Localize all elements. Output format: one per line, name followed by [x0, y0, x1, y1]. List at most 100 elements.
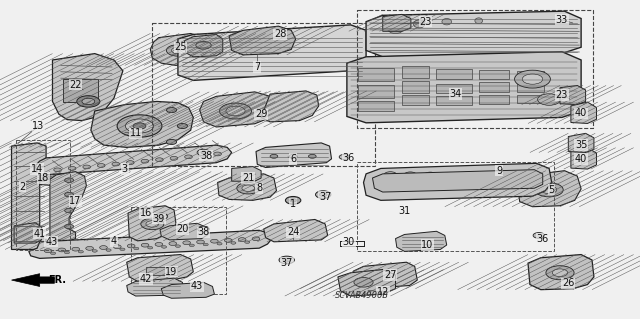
Circle shape	[484, 173, 497, 179]
Circle shape	[141, 243, 149, 247]
Text: 22: 22	[69, 79, 82, 90]
Text: 1: 1	[290, 199, 296, 209]
Text: 38: 38	[200, 151, 212, 161]
Polygon shape	[571, 102, 596, 123]
Text: 4: 4	[111, 236, 117, 246]
Circle shape	[166, 45, 189, 56]
Circle shape	[197, 149, 210, 156]
Text: 3: 3	[122, 164, 128, 174]
Text: 24: 24	[287, 227, 300, 237]
Text: 41: 41	[33, 228, 46, 239]
Circle shape	[97, 164, 105, 167]
FancyBboxPatch shape	[517, 95, 544, 103]
Ellipse shape	[413, 20, 425, 28]
Text: 18: 18	[37, 173, 50, 183]
Text: 2: 2	[19, 182, 26, 192]
Polygon shape	[184, 34, 223, 57]
Polygon shape	[14, 223, 42, 243]
Text: 28: 28	[274, 29, 287, 40]
Circle shape	[83, 165, 90, 169]
Polygon shape	[396, 231, 447, 251]
Circle shape	[112, 162, 120, 166]
Circle shape	[552, 269, 568, 277]
Polygon shape	[127, 278, 184, 296]
Text: 20: 20	[176, 224, 189, 234]
Circle shape	[166, 108, 177, 113]
Circle shape	[199, 153, 207, 157]
Text: 31: 31	[398, 205, 411, 216]
Circle shape	[405, 182, 415, 187]
FancyBboxPatch shape	[517, 71, 544, 80]
Circle shape	[155, 213, 168, 219]
Text: 42: 42	[140, 274, 152, 284]
Text: 37: 37	[319, 192, 332, 202]
Circle shape	[244, 241, 250, 243]
Text: 8: 8	[256, 183, 262, 193]
Circle shape	[106, 249, 111, 251]
Text: 35: 35	[575, 140, 588, 150]
Text: SCVAB4900B: SCVAB4900B	[335, 291, 388, 300]
Text: 26: 26	[562, 278, 575, 288]
Circle shape	[217, 242, 222, 245]
Circle shape	[522, 74, 543, 84]
Text: 14: 14	[31, 164, 44, 174]
Circle shape	[92, 250, 97, 252]
Circle shape	[78, 250, 83, 253]
Text: 11: 11	[129, 128, 142, 138]
Text: 40: 40	[575, 154, 588, 164]
Text: 6: 6	[290, 154, 296, 164]
Circle shape	[354, 278, 373, 287]
Text: 17: 17	[69, 196, 82, 206]
Circle shape	[141, 159, 148, 163]
Circle shape	[546, 266, 574, 280]
Circle shape	[425, 182, 435, 188]
Circle shape	[541, 186, 557, 194]
Text: 38: 38	[197, 227, 210, 237]
Circle shape	[65, 178, 74, 182]
Circle shape	[289, 154, 297, 158]
Circle shape	[316, 191, 331, 198]
Polygon shape	[218, 174, 276, 200]
Circle shape	[117, 115, 162, 137]
Text: 19: 19	[165, 267, 178, 277]
Circle shape	[308, 154, 316, 158]
Circle shape	[201, 151, 206, 154]
Text: 16: 16	[140, 208, 152, 218]
Polygon shape	[12, 143, 46, 249]
Circle shape	[214, 152, 221, 156]
Circle shape	[161, 246, 166, 248]
Circle shape	[220, 103, 252, 119]
Polygon shape	[517, 171, 581, 207]
Text: 13: 13	[32, 121, 45, 131]
Circle shape	[166, 139, 177, 145]
FancyBboxPatch shape	[358, 85, 394, 98]
Circle shape	[283, 258, 291, 262]
Circle shape	[146, 221, 159, 227]
Circle shape	[226, 106, 245, 116]
Circle shape	[141, 218, 164, 230]
FancyBboxPatch shape	[479, 70, 509, 79]
FancyBboxPatch shape	[436, 96, 472, 105]
Circle shape	[384, 172, 397, 178]
Circle shape	[189, 244, 195, 247]
Circle shape	[175, 245, 180, 248]
FancyBboxPatch shape	[436, 69, 472, 79]
Circle shape	[290, 199, 296, 202]
Circle shape	[464, 173, 477, 179]
Circle shape	[279, 256, 294, 264]
Circle shape	[51, 252, 56, 255]
Circle shape	[242, 185, 255, 191]
Circle shape	[404, 172, 417, 178]
Text: 27: 27	[384, 270, 397, 280]
Circle shape	[237, 182, 260, 194]
Polygon shape	[12, 274, 54, 286]
Circle shape	[72, 247, 79, 251]
Circle shape	[42, 176, 50, 180]
Polygon shape	[127, 255, 193, 281]
Text: 12: 12	[376, 287, 389, 297]
Polygon shape	[338, 270, 396, 296]
FancyBboxPatch shape	[479, 95, 509, 104]
Circle shape	[183, 241, 191, 245]
Circle shape	[169, 242, 177, 246]
Circle shape	[538, 94, 561, 105]
